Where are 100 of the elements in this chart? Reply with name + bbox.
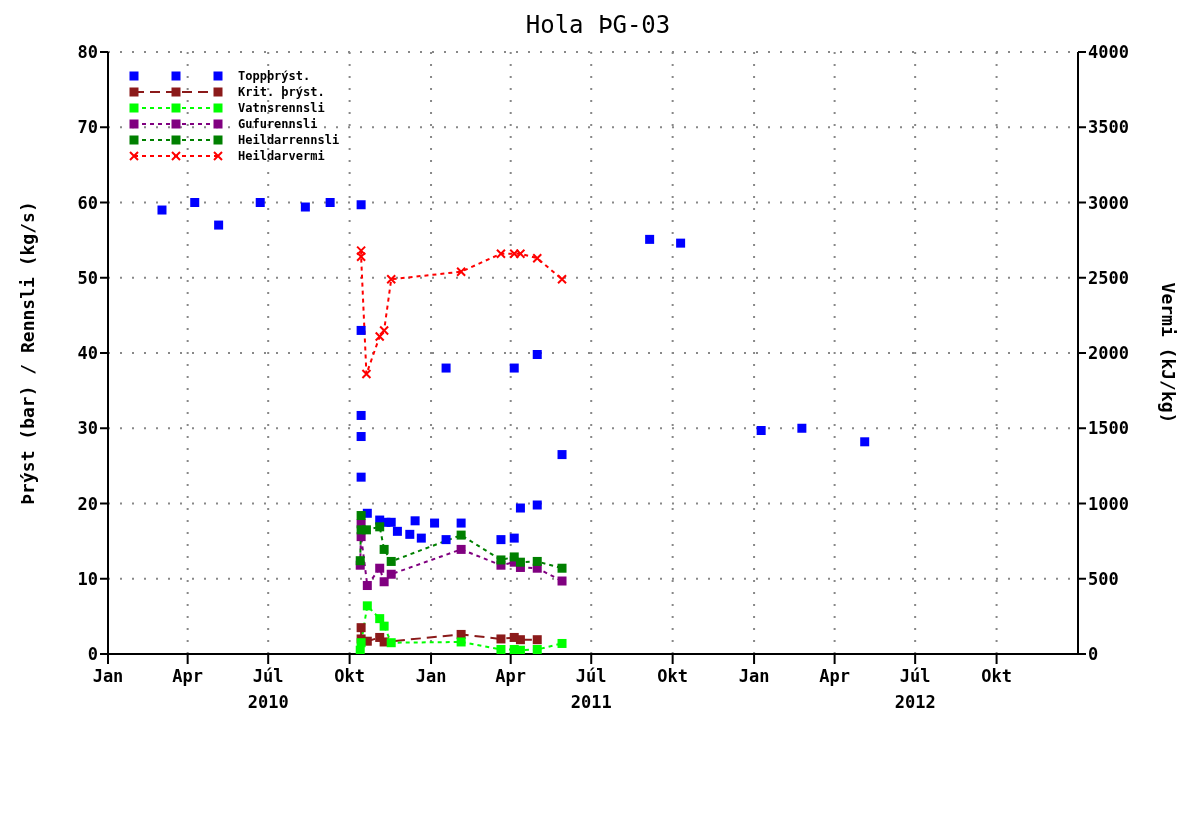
point (356, 472, 366, 482)
point (375, 563, 385, 573)
legend-label: Toppþrýst. (238, 69, 311, 83)
point (515, 635, 525, 645)
point (456, 544, 466, 554)
y2-tick-label: 3000 (1088, 192, 1129, 213)
point (300, 202, 310, 212)
y2-axis-title: Vermi (kJ/kg) (1157, 282, 1179, 424)
x-tick-label: Apr (172, 666, 204, 686)
point (456, 518, 466, 528)
point (797, 423, 807, 433)
y2-tick-label: 500 (1088, 568, 1119, 589)
point (361, 525, 371, 535)
point (496, 555, 506, 565)
point (496, 634, 506, 644)
legend-label: Heildarvermi (238, 149, 325, 163)
point (410, 516, 420, 526)
point (356, 245, 367, 256)
point (456, 637, 466, 647)
legend-label: Gufurennsli (238, 117, 318, 131)
x-tick-label: Apr (819, 666, 850, 686)
point (386, 556, 396, 566)
point (532, 556, 542, 566)
x-tick-label: Okt (981, 666, 1012, 686)
point (214, 220, 224, 230)
point (374, 331, 385, 342)
point (356, 511, 366, 521)
x-tick-label: Jan (92, 666, 124, 686)
point (860, 437, 870, 447)
y2-tick-label: 4000 (1088, 42, 1129, 63)
point (356, 623, 366, 633)
y2-tick-label: 3500 (1088, 117, 1129, 138)
point (325, 198, 335, 207)
point (362, 601, 372, 611)
point (405, 529, 415, 539)
point (456, 266, 467, 277)
point (532, 500, 542, 510)
point (386, 638, 396, 648)
point (379, 544, 389, 554)
y-tick-label: 20 (77, 493, 98, 514)
point (557, 450, 567, 460)
point (356, 325, 366, 335)
point (557, 563, 567, 573)
point (355, 556, 365, 566)
point (379, 325, 390, 336)
x-tick-label: Júl 2012 (894, 666, 936, 712)
point (441, 363, 451, 373)
point (496, 535, 506, 545)
chart-title: Hola ÞG-03 (524, 10, 672, 41)
point (532, 635, 542, 645)
point (532, 253, 543, 264)
point (416, 533, 426, 543)
y-tick-label: 50 (77, 267, 98, 288)
point (557, 274, 568, 285)
y-tick-label: 30 (77, 418, 98, 439)
x-tick-label: Okt (657, 666, 689, 686)
x-tick-label: Apr (495, 666, 527, 686)
legend-label: Heildarrennsli (238, 133, 340, 147)
legend-label: Krit. þrýst. (238, 85, 325, 99)
point (379, 621, 389, 631)
point (386, 274, 397, 285)
point (509, 533, 519, 543)
point (495, 248, 506, 259)
point (362, 581, 372, 591)
point (157, 205, 167, 215)
y2-tick-label: 1500 (1088, 418, 1129, 439)
x-tick-label: Okt (334, 666, 365, 686)
y-tick-label: 60 (77, 192, 98, 213)
y-tick-label: 70 (77, 117, 98, 138)
x-tick-label: Júl 2010 (247, 666, 289, 712)
point (557, 638, 567, 648)
point (356, 410, 366, 420)
point (430, 518, 440, 528)
y2-tick-label: 0 (1088, 644, 1099, 665)
point (361, 369, 372, 380)
point (392, 526, 402, 536)
y-axis-title: Þrýst (bar) / Rennsli (kg/s) (17, 201, 39, 505)
y-tick-label: 10 (77, 568, 98, 589)
x-tick-label: Júl 2011 (570, 666, 612, 712)
point (532, 644, 542, 654)
point (356, 200, 366, 210)
point (356, 251, 367, 262)
point (515, 557, 525, 567)
point (386, 569, 396, 579)
point (379, 577, 389, 587)
point (676, 238, 686, 248)
x-tick-label: Jan (738, 666, 770, 686)
y-tick-label: 40 (77, 343, 98, 364)
point (532, 350, 542, 360)
y2-tick-label: 1000 (1088, 493, 1129, 514)
point (509, 363, 519, 373)
point (645, 234, 655, 244)
point (515, 503, 525, 513)
point (375, 522, 385, 532)
y-tick-label: 0 (87, 644, 98, 665)
x-tick-label: Jan (415, 666, 447, 686)
legend-label: Vatnsrennsli (238, 101, 325, 115)
y2-tick-label: 2000 (1088, 343, 1129, 364)
point (441, 535, 451, 545)
point (557, 576, 567, 586)
